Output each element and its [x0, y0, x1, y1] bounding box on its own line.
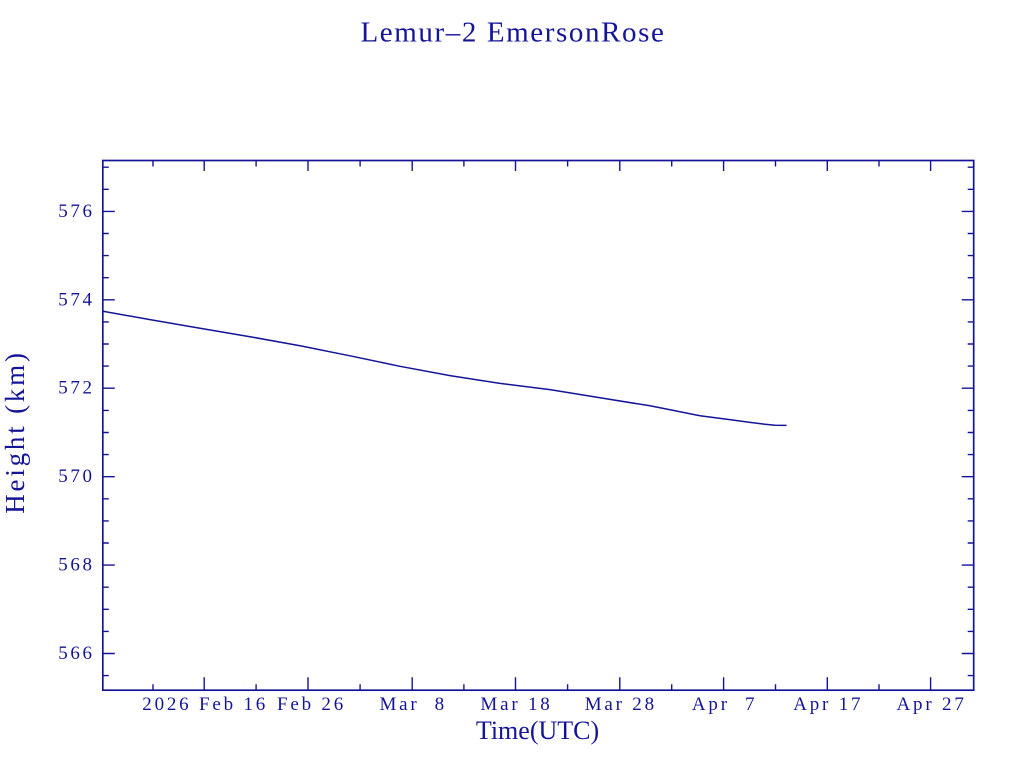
svg-text:Mar 18: Mar 18 — [480, 694, 552, 715]
svg-text:Feb 26: Feb 26 — [277, 694, 346, 715]
svg-text:570: 570 — [58, 466, 94, 487]
svg-text:Apr 7: Apr 7 — [692, 694, 757, 715]
svg-text:Mar 28: Mar 28 — [585, 694, 657, 715]
svg-text:Apr 27: Apr 27 — [897, 694, 967, 715]
svg-text:Mar 8: Mar 8 — [379, 694, 446, 715]
svg-text:572: 572 — [58, 378, 94, 399]
svg-text:568: 568 — [58, 555, 94, 576]
svg-text:576: 576 — [58, 201, 94, 222]
svg-text:Height (km): Height (km) — [0, 350, 30, 514]
svg-text:2026 Feb 16: 2026 Feb 16 — [142, 694, 268, 715]
svg-text:Lemur–2 EmersonRose: Lemur–2 EmersonRose — [360, 16, 665, 48]
svg-text:Apr 17: Apr 17 — [793, 694, 863, 715]
svg-text:566: 566 — [58, 643, 94, 664]
svg-text:574: 574 — [58, 289, 94, 310]
svg-text:Time(UTC): Time(UTC) — [476, 716, 599, 745]
